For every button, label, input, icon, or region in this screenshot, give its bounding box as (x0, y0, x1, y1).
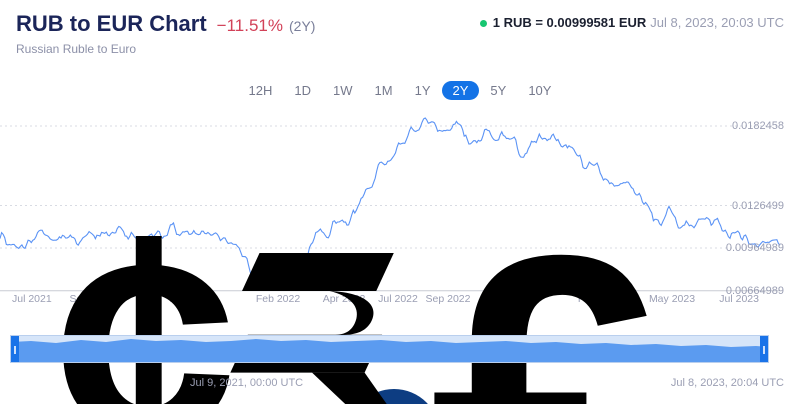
svg-text:£: £ (430, 167, 669, 404)
svg-text:¢: ¢ (55, 166, 237, 404)
